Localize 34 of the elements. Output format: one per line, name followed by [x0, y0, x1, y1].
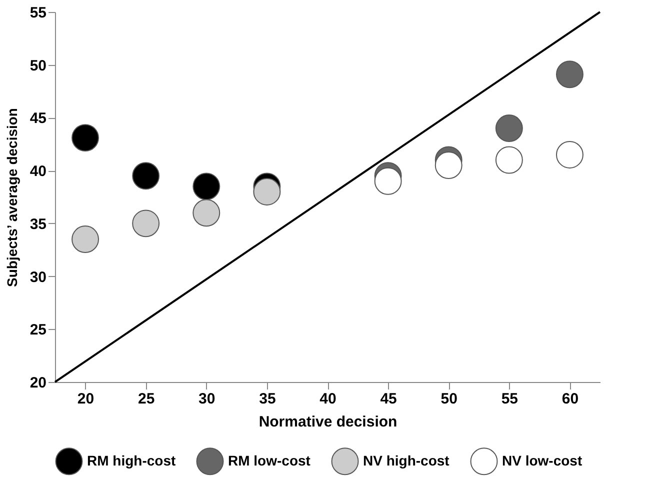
point	[253, 178, 281, 206]
x-tick-label: 30	[198, 390, 216, 408]
point	[192, 199, 220, 227]
point	[374, 167, 402, 195]
point	[72, 124, 100, 152]
x-tick-label: 40	[320, 390, 336, 408]
x-tick-label: 55	[501, 390, 518, 408]
y-axis-title: Subjects’ average decision	[4, 108, 20, 287]
y-tick-label: 35	[30, 216, 46, 233]
legend-label: RM low-cost	[228, 452, 311, 468]
legend-label: RM high-cost	[87, 452, 176, 468]
x-tick-label: 50	[440, 390, 458, 408]
point	[556, 60, 584, 88]
point	[132, 210, 160, 238]
x-tick-label: 35	[259, 390, 276, 408]
y-tick-label: 40	[30, 163, 46, 180]
point	[72, 226, 100, 253]
legend-label: NV low-cost	[502, 452, 582, 468]
y-tick-label: 45	[30, 110, 46, 128]
x-tick-label: 60	[562, 390, 579, 408]
x-tick-label: 45	[380, 390, 397, 408]
y-tick-label: 55	[30, 4, 46, 22]
point	[495, 114, 523, 142]
y-tick-label: 30	[30, 268, 46, 286]
y-tick-label: 50	[30, 57, 46, 74]
point	[434, 152, 462, 179]
x-axis-title: Normative decision	[258, 414, 398, 430]
legend-label: NV high-cost	[363, 452, 450, 468]
x-tick-label: 25	[138, 390, 155, 408]
y-tick-label: 20	[30, 374, 46, 392]
x-tick-label: 20	[77, 390, 94, 408]
point	[132, 162, 160, 190]
point	[192, 172, 220, 200]
y-tick-label: 25	[30, 322, 46, 339]
